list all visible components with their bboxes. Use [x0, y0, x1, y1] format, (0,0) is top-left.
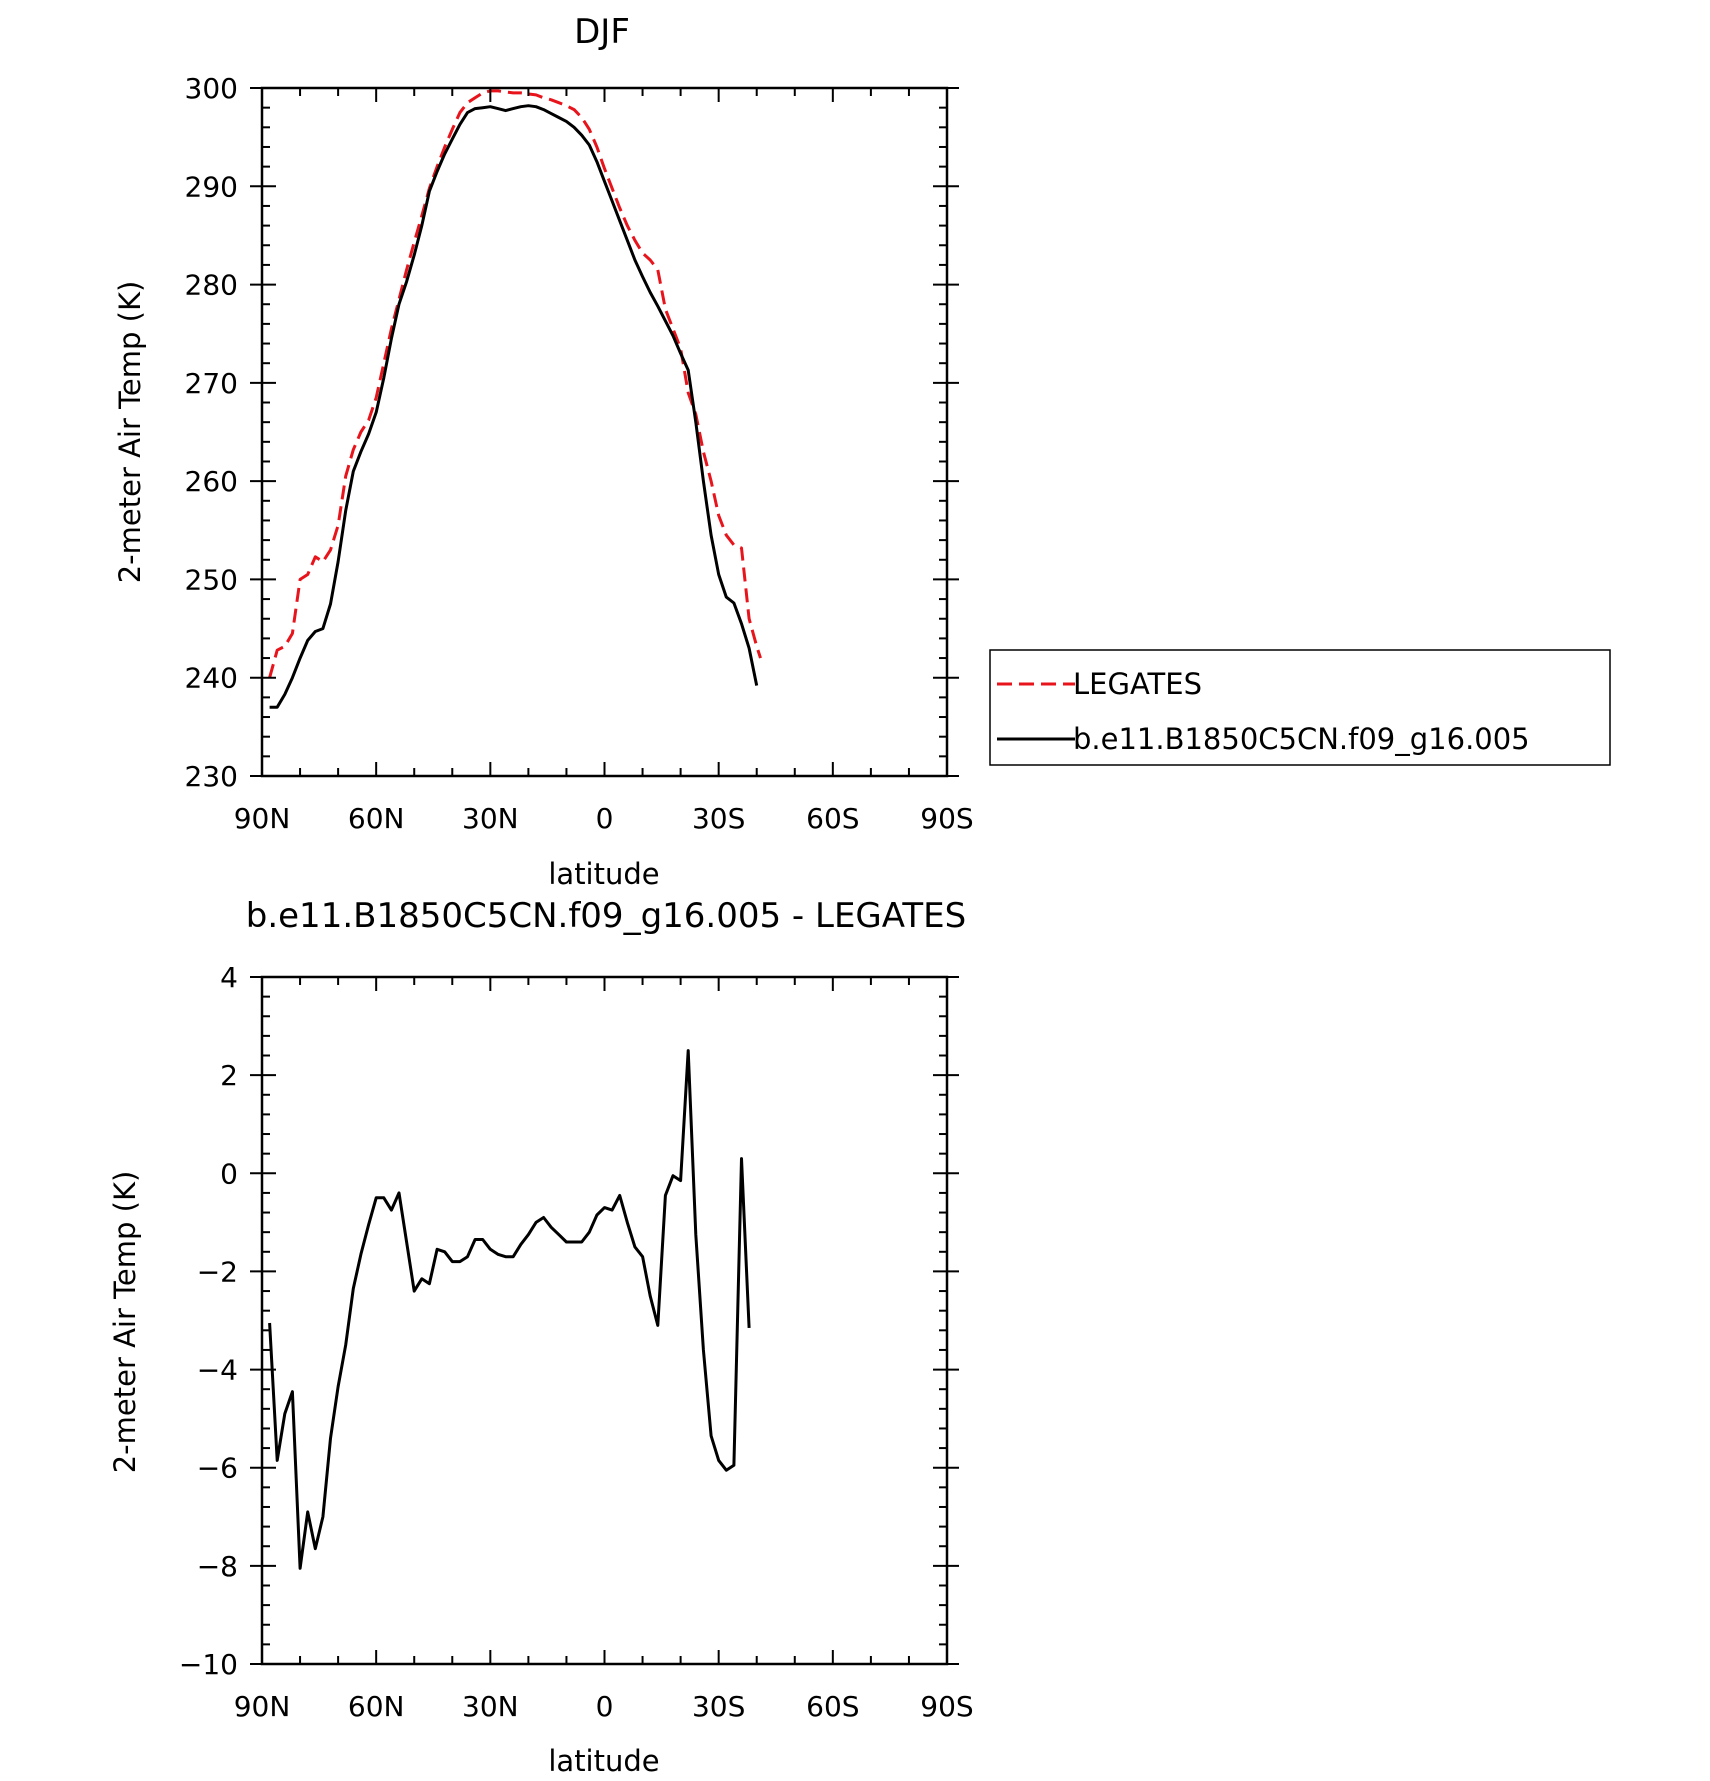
y-axis-label: 2-meter Air Temp (K): [113, 281, 147, 584]
x-tick-labels: 90N 60N 30N 0 30S 60S 90S: [234, 1690, 974, 1723]
series-line-1: [269, 104, 759, 709]
x-axis-label: latitude: [548, 857, 659, 891]
series-line-0: [268, 89, 762, 679]
y-tick-label: −10: [179, 1648, 238, 1681]
y-axis-label: 2-meter Air Temp (K): [108, 1171, 142, 1474]
series-line-0: [268, 1049, 751, 1570]
x-tick-label: 30N: [462, 1690, 519, 1723]
x-tick-label: 0: [596, 802, 614, 835]
x-tick-label: 60S: [806, 802, 859, 835]
x-tick-label: 0: [596, 1690, 614, 1723]
y-tick-label: 230: [185, 760, 238, 793]
y-tick-label: −8: [197, 1550, 238, 1583]
y-tick-labels: 230 240 250 260 270 280 290 300: [185, 72, 238, 793]
legend-box: [989, 649, 1611, 766]
y-tick-label: 280: [185, 269, 238, 302]
plot-frame: [260, 86, 949, 778]
x-tick-label: 90S: [920, 1690, 973, 1723]
x-axis-label: latitude: [548, 1744, 659, 1778]
y-tick-label: 260: [185, 465, 238, 498]
y-tick-label: −2: [197, 1255, 238, 1288]
panel-djf: DJF 90N 60N 30N 0 30S 60S 90S 2302402502602702…: [113, 12, 1611, 891]
legend-label-legates: LEGATES: [1073, 667, 1202, 701]
y-tick-label: 240: [185, 662, 238, 695]
y-tick-label: 270: [185, 367, 238, 400]
y-tick-label: 0: [220, 1157, 238, 1190]
y-tick-label: 300: [185, 72, 238, 105]
x-tick-labels: 90N 60N 30N 0 30S 60S 90S: [234, 802, 974, 835]
x-tick-label: 30N: [462, 802, 519, 835]
series-layer: [268, 1049, 751, 1570]
y-tick-labels: −10 −8 −6 −4 −2 0 2 4: [179, 961, 238, 1681]
x-tick-label: 30S: [692, 1690, 745, 1723]
plot-frame: [260, 975, 949, 1666]
x-tick-label: 90N: [234, 1690, 291, 1723]
y-tick-label: −4: [197, 1354, 238, 1387]
x-tick-label: 30S: [692, 802, 745, 835]
x-tick-label: 90S: [920, 802, 973, 835]
y-tick-label: 2: [220, 1059, 238, 1092]
x-tick-label: 90N: [234, 802, 291, 835]
x-tick-label: 60S: [806, 1690, 859, 1723]
x-tick-label: 60N: [348, 802, 405, 835]
panel-difference: b.e11.B1850C5CN.f09_g16.005 - LEGATES 90…: [108, 896, 974, 1778]
y-tick-label: 290: [185, 170, 238, 203]
series-layer: [268, 89, 762, 709]
ticks-layer: [250, 976, 959, 1665]
legend: LEGATES b.e11.B1850C5CN.f09_g16.005: [989, 649, 1611, 766]
legend-label-model: b.e11.B1850C5CN.f09_g16.005: [1073, 722, 1530, 756]
chart-title: DJF: [574, 12, 630, 52]
ticks-layer: [250, 87, 959, 777]
y-tick-label: −6: [197, 1452, 238, 1485]
x-tick-label: 60N: [348, 1690, 405, 1723]
y-tick-label: 250: [185, 563, 238, 596]
y-tick-label: 4: [220, 961, 238, 994]
chart-title: b.e11.B1850C5CN.f09_g16.005 - LEGATES: [246, 896, 966, 936]
